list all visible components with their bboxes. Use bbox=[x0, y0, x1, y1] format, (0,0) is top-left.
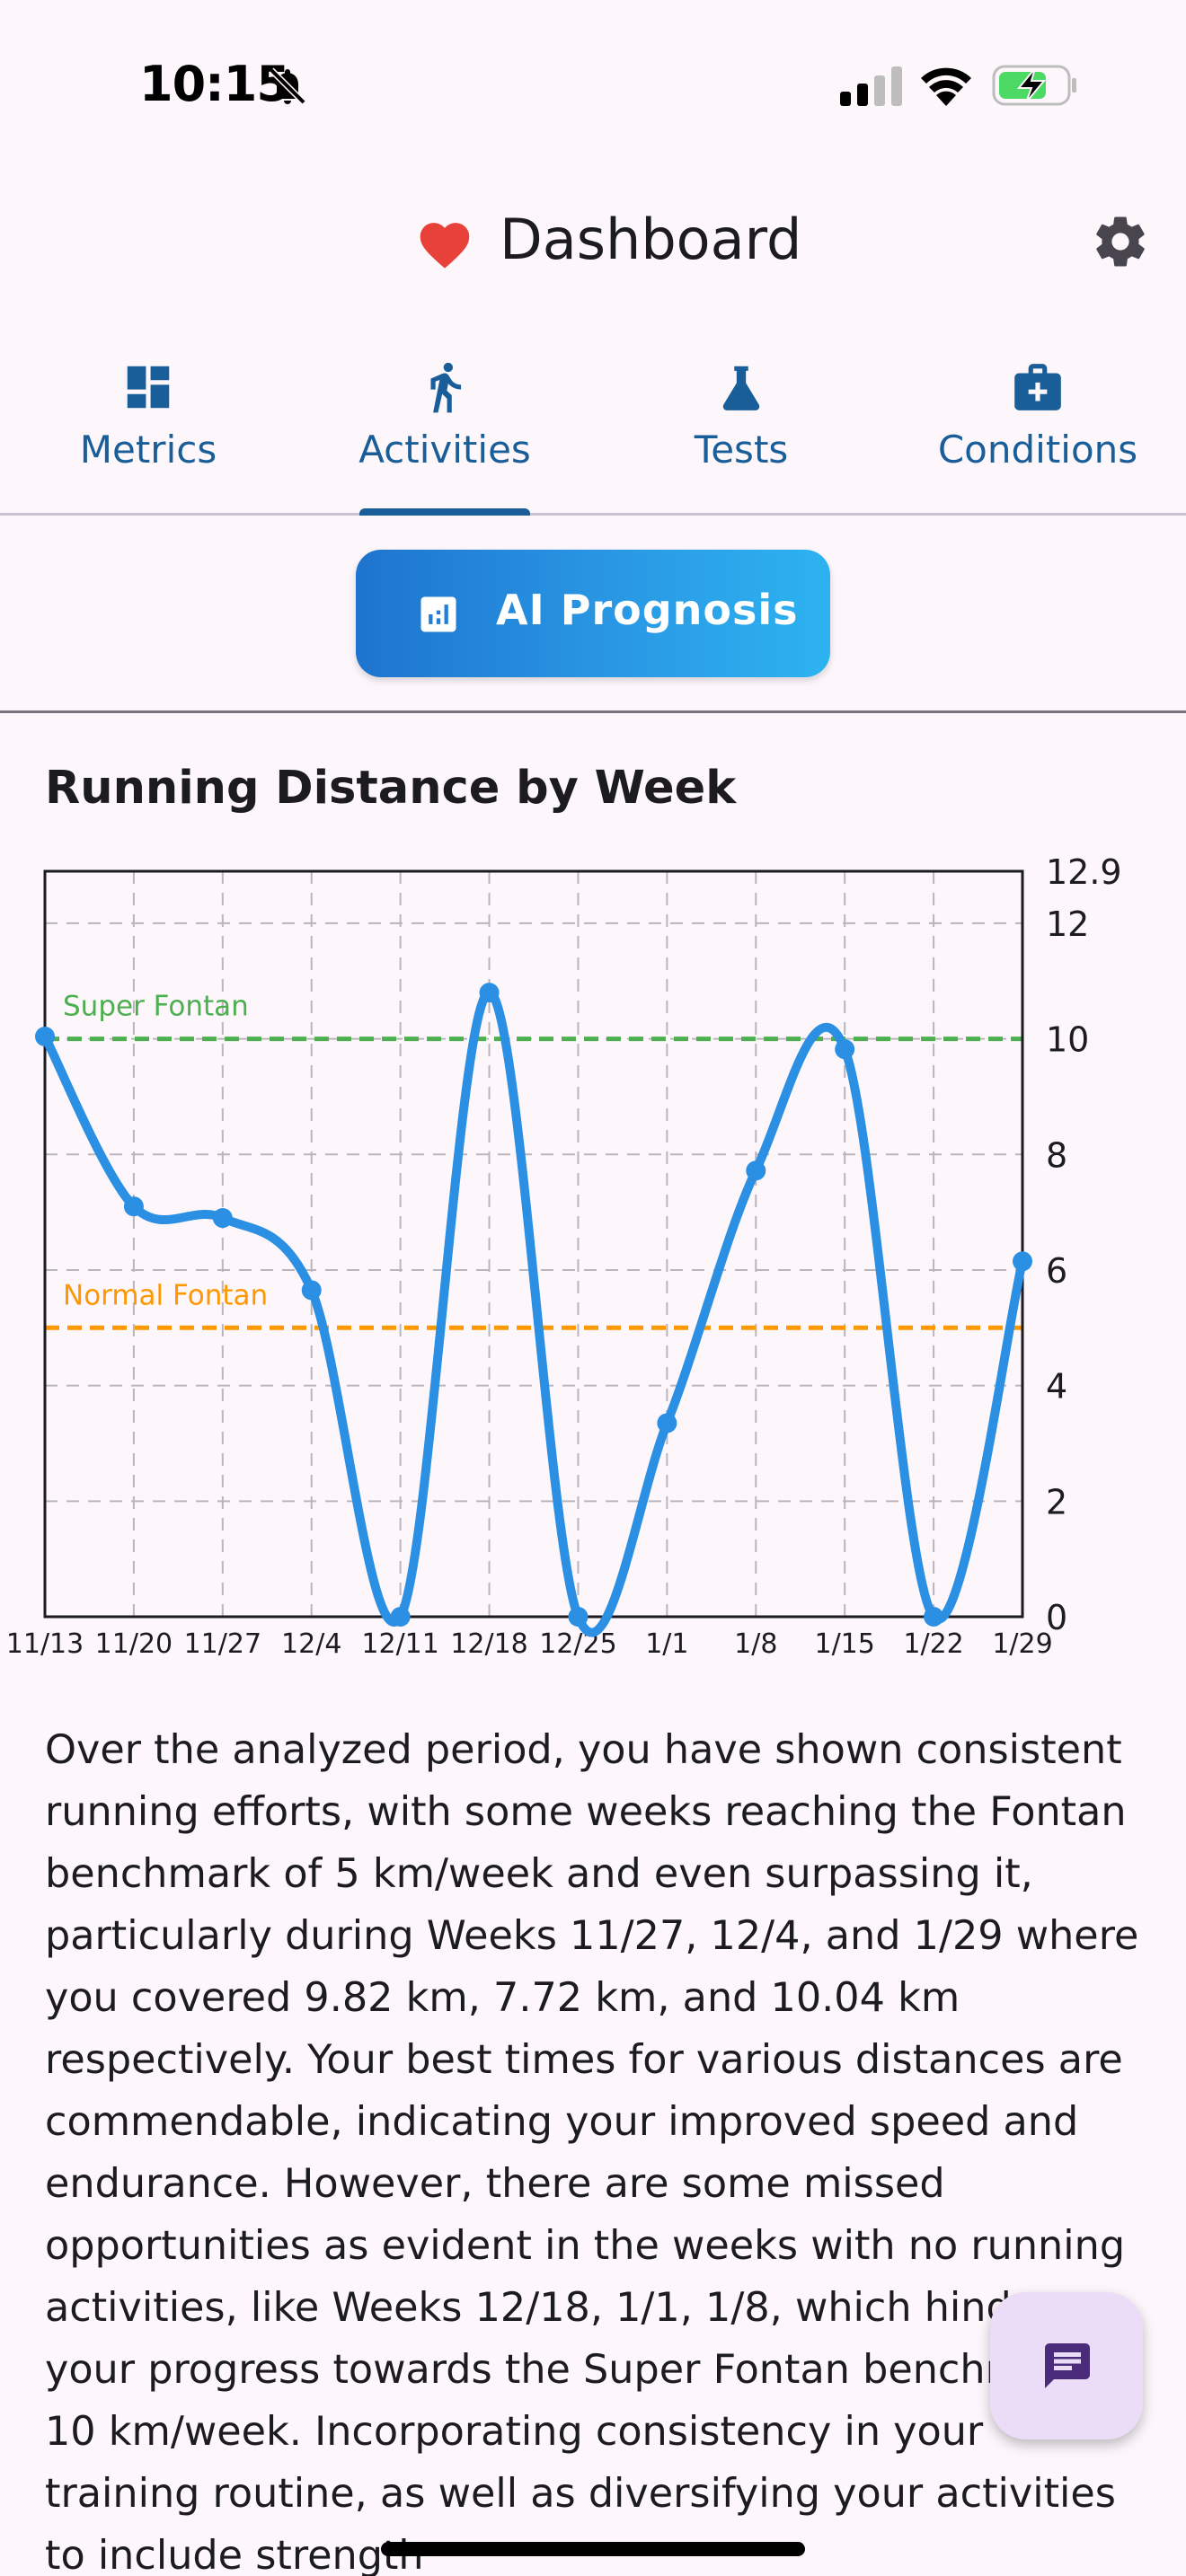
ai-prognosis-label: AI Prognosis bbox=[496, 586, 799, 634]
tab-tests[interactable]: Tests bbox=[593, 341, 890, 516]
running-distance-chart: Super Fontan Normal Fontan 0 2 4 6 8 10 12 12.9 11… bbox=[6, 852, 1122, 1660]
tab-conditions[interactable]: Conditions bbox=[890, 341, 1186, 516]
status-bar: 10:15 bbox=[0, 0, 1186, 171]
x-tick-label: 1/29 bbox=[992, 1628, 1052, 1660]
dashboard-grid-icon bbox=[127, 366, 170, 409]
y-tick-label: 0 bbox=[1046, 1598, 1067, 1637]
data-point bbox=[1013, 1251, 1032, 1272]
reference-line-label: Normal Fontan bbox=[63, 1279, 268, 1311]
status-time: 10:15 bbox=[139, 56, 290, 112]
data-point bbox=[390, 1607, 411, 1627]
gear-icon[interactable] bbox=[1091, 212, 1150, 271]
x-tick-label: 12/4 bbox=[281, 1628, 341, 1660]
chat-fab-button[interactable] bbox=[990, 2292, 1143, 2439]
y-tick-label: 4 bbox=[1046, 1367, 1067, 1407]
ai-prognosis-button[interactable]: AI Prognosis bbox=[356, 550, 830, 677]
data-point bbox=[212, 1208, 233, 1229]
data-point bbox=[835, 1039, 855, 1060]
x-tick-label: 1/8 bbox=[734, 1628, 777, 1660]
y-tick-label: 12 bbox=[1046, 904, 1089, 944]
chart-title: Running Distance by Week bbox=[45, 762, 737, 815]
plot-border bbox=[43, 869, 1024, 1619]
data-point bbox=[924, 1607, 944, 1627]
message-icon bbox=[1045, 2343, 1090, 2388]
data-point bbox=[479, 983, 500, 1003]
x-tick-label: 1/22 bbox=[903, 1628, 963, 1660]
bell-slash-icon bbox=[269, 67, 306, 105]
app-bar: Dashboard bbox=[0, 180, 1186, 305]
x-tick-label: 11/27 bbox=[184, 1628, 261, 1660]
cellular-signal-icon bbox=[840, 66, 902, 106]
y-max-label: 12.9 bbox=[1046, 852, 1122, 892]
battery-charging-icon bbox=[992, 65, 1076, 106]
y-tick-label: 8 bbox=[1046, 1135, 1067, 1175]
selected-tab-indicator bbox=[359, 508, 530, 516]
data-point bbox=[657, 1413, 677, 1434]
flask-icon bbox=[722, 366, 760, 410]
y-tick-label: 10 bbox=[1046, 1020, 1089, 1060]
x-tick-label: 1/1 bbox=[645, 1628, 688, 1660]
chart-box-icon bbox=[420, 596, 456, 632]
tab-label: Tests bbox=[694, 428, 789, 472]
y-tick-label: 6 bbox=[1046, 1251, 1067, 1291]
tab-label: Conditions bbox=[937, 428, 1138, 472]
tab-label: Metrics bbox=[79, 428, 217, 472]
tab-activities[interactable]: Activities bbox=[296, 341, 593, 516]
tab-label: Activities bbox=[358, 428, 531, 472]
medical-bag-icon bbox=[1014, 364, 1061, 410]
x-tick-label: 12/18 bbox=[450, 1628, 527, 1660]
x-tick-label: 12/11 bbox=[361, 1628, 438, 1660]
series-line bbox=[40, 988, 1027, 1637]
x-tick-label: 11/13 bbox=[6, 1628, 84, 1660]
data-point bbox=[746, 1160, 766, 1181]
x-tick-label: 1/15 bbox=[814, 1628, 874, 1660]
home-indicator bbox=[381, 2542, 805, 2556]
running-figure-icon bbox=[430, 362, 462, 413]
heart-icon bbox=[420, 223, 470, 269]
tab-metrics[interactable]: Metrics bbox=[0, 341, 296, 516]
data-point bbox=[301, 1280, 322, 1301]
data-point bbox=[123, 1196, 144, 1217]
page-title: Dashboard bbox=[500, 207, 802, 272]
ai-prognosis-row: AI Prognosis bbox=[0, 516, 1186, 713]
x-tick-label: 11/20 bbox=[95, 1628, 173, 1660]
wifi-icon bbox=[921, 67, 971, 106]
data-point bbox=[568, 1607, 589, 1627]
tab-bar: Metrics Activities Tests Conditions bbox=[0, 341, 1186, 516]
reference-line-label: Super Fontan bbox=[63, 991, 249, 1023]
x-tick-label: 12/25 bbox=[539, 1628, 616, 1660]
analysis-text: Over the analyzed period, you have shown… bbox=[45, 1727, 1140, 2576]
y-tick-label: 2 bbox=[1046, 1482, 1067, 1522]
data-point bbox=[35, 1027, 55, 1047]
